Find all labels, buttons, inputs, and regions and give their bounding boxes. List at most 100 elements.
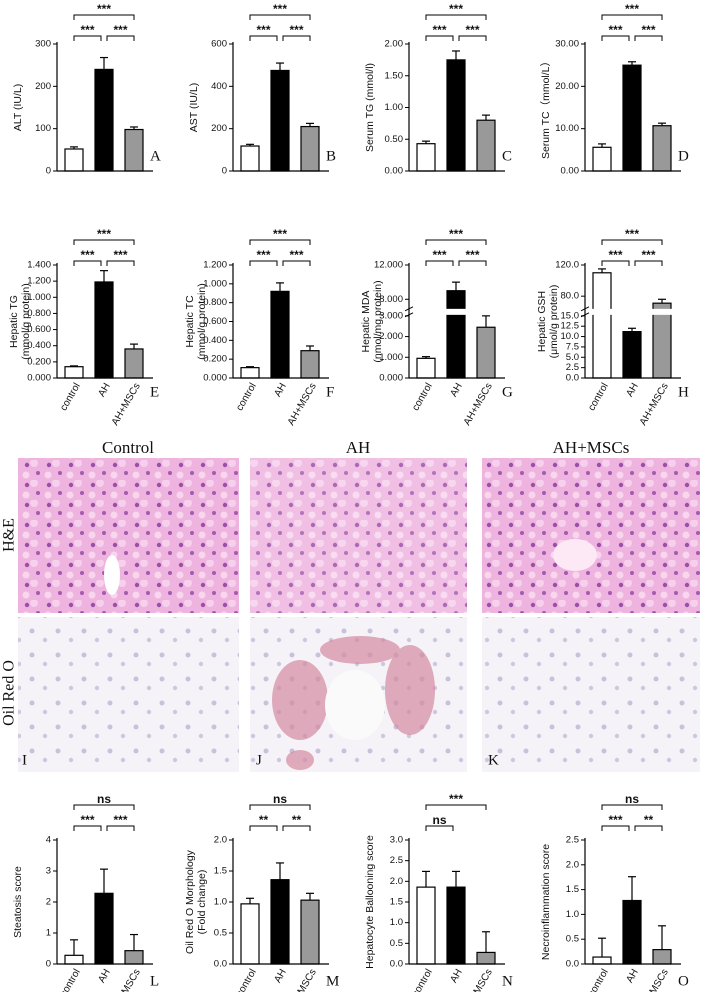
y-tick-label: 200 [211, 123, 227, 134]
he-image [18, 458, 239, 613]
bar [124, 128, 144, 172]
y-tick-label: 0 [222, 166, 227, 177]
y-tick-label: 1 [46, 928, 51, 939]
bar [622, 330, 642, 379]
vessel [553, 539, 597, 571]
x-tick-label: AH+MSCs [286, 381, 319, 427]
x-tick-label: AH+MSCs [638, 381, 671, 427]
bar [476, 326, 496, 379]
y-tick-label: 0.600 [27, 324, 51, 335]
bar [300, 899, 320, 965]
x-tick-label: control [234, 381, 259, 412]
sig-bracket [73, 260, 102, 266]
y-tick-label: 30.00 [555, 39, 579, 50]
y-tick-label: 0.600 [203, 316, 227, 327]
y-axis-label: (mmol/g protein) [196, 283, 208, 359]
sig-label: *** [273, 227, 287, 241]
panel-letter: F [326, 384, 334, 400]
y-tick-label: 1.000 [379, 352, 403, 363]
y-tick-label: 1.200 [27, 276, 51, 287]
sig-label: ** [292, 813, 302, 827]
sig-label: *** [113, 23, 127, 37]
x-tick-label: control [410, 967, 435, 992]
sig-label: *** [449, 2, 463, 16]
y-tick-label: 10.00 [555, 123, 579, 134]
y-tick-label: 1.00 [385, 102, 404, 113]
y-tick-label: 1.200 [203, 260, 227, 271]
y-tick-label: 200 [35, 81, 51, 92]
oil-image [482, 617, 700, 772]
y-tick-label: 7.5 [566, 341, 579, 352]
panel-letter: M [326, 973, 339, 989]
sig-bracket [106, 35, 135, 41]
y-tick-label: 5.0 [566, 352, 579, 363]
y-tick-label: 0.50 [385, 134, 404, 145]
bar [64, 366, 84, 379]
sig-bracket [601, 35, 630, 41]
oil-image [18, 617, 239, 772]
sig-label: *** [256, 248, 270, 262]
sig-bracket [282, 825, 311, 831]
he-image [250, 458, 467, 613]
y-axis-label: Hepatic TC [184, 295, 196, 348]
y-tick-label: 20.00 [555, 81, 579, 92]
y-tick-label: 2.0 [566, 859, 579, 870]
y-axis-label: Hepatocyte Ballooning score [364, 835, 376, 969]
y-tick-label: 3 [46, 866, 51, 877]
sig-label: *** [608, 813, 622, 827]
sig-label: *** [432, 23, 446, 37]
y-tick-label: 2.0 [390, 876, 403, 887]
x-tick-label: AH+MSCs [462, 967, 495, 992]
sig-bracket [425, 239, 487, 245]
sig-label: *** [465, 23, 479, 37]
y-tick-label: 120.0 [555, 260, 579, 271]
panel-letter: I [22, 752, 27, 768]
y-tick-label: 1.0 [214, 897, 227, 908]
sig-bracket [73, 35, 102, 41]
sig-bracket [634, 825, 663, 831]
bar [94, 281, 114, 379]
sig-label: ns [273, 792, 287, 806]
bar [270, 879, 290, 965]
y-axis-label: Necroinflammation score [540, 844, 552, 960]
bar [94, 892, 114, 965]
sig-label: *** [608, 23, 622, 37]
y-tick-label: 0.0 [390, 959, 403, 970]
sig-bracket [282, 35, 311, 41]
x-tick-label: control [234, 967, 259, 992]
sig-bracket [634, 260, 663, 266]
y-tick-label: 3.000 [379, 310, 403, 321]
x-tick-label: control [58, 967, 83, 992]
y-axis-label: (Fold change) [196, 870, 208, 935]
sig-bracket [601, 804, 663, 810]
panel-letter: K [488, 752, 499, 768]
sig-bracket [249, 14, 311, 20]
y-tick-label: 8.000 [379, 294, 403, 305]
sig-bracket [425, 825, 454, 831]
y-tick-label: 1.000 [27, 292, 51, 303]
sig-label: *** [80, 813, 94, 827]
sig-label: *** [465, 248, 479, 262]
x-tick-label: AH [272, 381, 288, 399]
bar [652, 949, 672, 965]
y-tick-label: 0.0 [566, 373, 579, 384]
sig-bracket [601, 260, 630, 266]
panel-letter: J [256, 752, 262, 768]
sig-label: *** [80, 23, 94, 37]
sig-label: *** [625, 227, 639, 241]
y-tick-label: 100 [35, 123, 51, 134]
x-tick-label: AH+MSCs [110, 381, 143, 427]
sig-label: *** [256, 23, 270, 37]
bar [416, 143, 436, 172]
sig-label: ns [432, 813, 446, 827]
panel-letter: C [502, 148, 512, 164]
sig-label: *** [80, 248, 94, 262]
y-tick-label: 0.00 [385, 166, 404, 177]
y-axis-label: (nmol/mg protein) [372, 280, 384, 362]
bar [476, 119, 496, 172]
y-tick-label: 1.0 [566, 909, 579, 920]
sig-bracket [634, 35, 663, 41]
column-header: AH+MSCs [553, 438, 630, 457]
x-tick-label: AH [272, 967, 288, 985]
bar [652, 125, 672, 172]
